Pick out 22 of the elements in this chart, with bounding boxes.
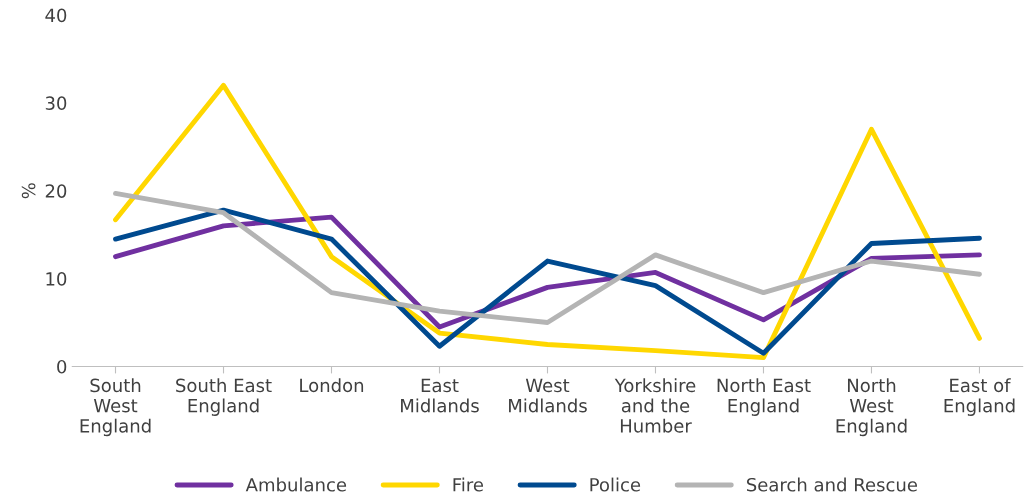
x-tick-label: East Midlands: [401, 378, 479, 413]
x-tick-label: London: [300, 378, 364, 393]
y-tick-label: 30: [45, 96, 67, 111]
legend-label: Ambulance: [245, 477, 347, 492]
x-tick-label: Yorkshire and the Humber: [614, 378, 696, 433]
x-tick-label: South East England: [176, 378, 272, 416]
line-series: [113, 82, 982, 361]
line-series: [113, 190, 982, 325]
y-tick-label: 20: [45, 184, 67, 198]
x-tick-label: East of England: [944, 378, 1015, 416]
x-tick-label: North West England: [836, 378, 907, 437]
y-tick-label: 10: [46, 272, 67, 286]
legend-label: Search and Rescue: [746, 477, 917, 492]
x-tick-label: West Midlands: [509, 378, 587, 413]
y-tick-label: 40: [45, 8, 67, 23]
y-tick-label: 0: [57, 359, 67, 374]
x-tick-label: North East England: [717, 378, 811, 416]
x-tick-label: South West England: [80, 378, 151, 437]
line-series: [113, 207, 982, 356]
legend-label: Police: [590, 477, 641, 492]
legend-label: Fire: [453, 477, 484, 492]
y-axis-title: %: [21, 183, 36, 199]
